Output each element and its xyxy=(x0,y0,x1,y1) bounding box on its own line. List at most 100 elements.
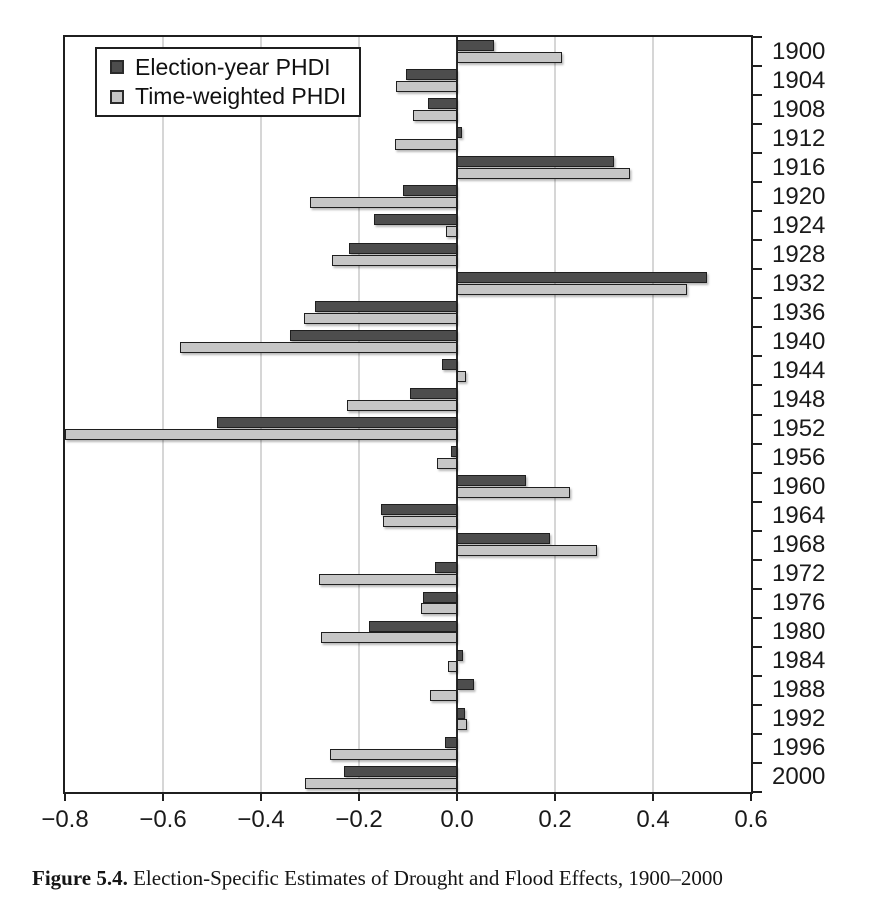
bar-time-weighted xyxy=(305,777,457,789)
bar-time-weighted xyxy=(395,80,457,92)
bar-time-weighted xyxy=(437,458,457,470)
legend-label: Election-year PHDI xyxy=(135,53,331,80)
year-label: 2000 xyxy=(772,763,826,791)
value-tick xyxy=(456,792,458,801)
year-label: 1908 xyxy=(772,95,826,123)
year-label: 1964 xyxy=(772,502,826,530)
year-label: 1956 xyxy=(772,444,826,472)
legend-label: Time-weighted PHDI xyxy=(135,83,347,110)
year-tick xyxy=(751,123,762,126)
bar-time-weighted xyxy=(65,429,457,441)
year-tick xyxy=(751,94,762,97)
bar-time-weighted xyxy=(331,254,457,266)
year-tick xyxy=(751,384,762,387)
value-tick-label: −0.2 xyxy=(335,806,383,833)
year-tick xyxy=(751,65,762,68)
bar-election-year xyxy=(349,243,457,255)
bar-election-year xyxy=(442,359,457,371)
value-tick xyxy=(64,792,66,801)
year-tick xyxy=(751,645,762,648)
gridline xyxy=(162,37,164,792)
year-label: 1984 xyxy=(772,647,826,675)
value-tick-label: 0.2 xyxy=(538,806,572,833)
year-label: 1900 xyxy=(772,37,826,65)
value-tick xyxy=(358,792,360,801)
legend-item-time-weighted: Time-weighted PHDI xyxy=(110,85,359,108)
year-tick xyxy=(751,297,762,300)
year-label: 1904 xyxy=(772,66,826,94)
year-tick xyxy=(751,268,762,271)
year-tick xyxy=(751,326,762,329)
year-tick xyxy=(751,761,762,764)
year-label: 1920 xyxy=(772,182,826,210)
year-label: 1924 xyxy=(772,211,826,239)
bar-election-year xyxy=(344,765,457,777)
year-tick xyxy=(751,732,762,735)
value-tick-label: 0.6 xyxy=(734,806,768,833)
year-tick xyxy=(751,471,762,474)
bar-election-year xyxy=(290,330,457,342)
bar-time-weighted xyxy=(321,632,457,644)
bar-time-weighted xyxy=(329,748,457,760)
bar-time-weighted xyxy=(394,138,457,150)
year-tick xyxy=(751,558,762,561)
caption-number: Figure 5.4. xyxy=(32,866,128,890)
year-tick xyxy=(751,616,762,619)
bar-election-year xyxy=(314,301,457,313)
year-label: 1932 xyxy=(772,269,826,297)
bar-election-year xyxy=(457,707,465,719)
bar-election-year xyxy=(422,591,457,603)
zero-axis-line xyxy=(456,37,458,792)
gridline xyxy=(652,37,654,792)
value-tick-label: −0.8 xyxy=(41,806,89,833)
year-tick xyxy=(751,703,762,706)
year-label: 1916 xyxy=(772,153,826,181)
bar-time-weighted xyxy=(303,312,457,324)
bar-election-year xyxy=(368,620,457,632)
year-tick xyxy=(751,791,762,793)
year-tick xyxy=(751,529,762,532)
year-tick xyxy=(751,239,762,242)
year-tick xyxy=(751,152,762,155)
bar-time-weighted xyxy=(457,283,688,295)
bar-time-weighted xyxy=(457,371,466,383)
year-label: 1944 xyxy=(772,356,826,384)
gridline xyxy=(358,37,360,792)
bar-time-weighted xyxy=(445,225,457,237)
bar-election-year xyxy=(457,39,494,51)
bar-election-year xyxy=(410,388,457,400)
year-label: 1912 xyxy=(772,124,826,152)
value-tick xyxy=(750,792,752,801)
bar-time-weighted xyxy=(457,545,597,557)
bar-time-weighted xyxy=(382,516,457,528)
year-label: 1972 xyxy=(772,560,826,588)
gridline xyxy=(554,37,556,792)
bar-time-weighted xyxy=(421,603,457,615)
bar-time-weighted xyxy=(457,51,563,63)
year-label: 1996 xyxy=(772,734,826,762)
bar-election-year xyxy=(457,678,475,690)
bar-election-year xyxy=(403,184,457,196)
election-year-swatch-icon xyxy=(110,60,124,75)
year-tick xyxy=(751,355,762,358)
bar-election-year xyxy=(457,475,526,487)
year-tick xyxy=(751,500,762,503)
bar-election-year xyxy=(457,155,614,167)
bar-time-weighted xyxy=(457,167,630,179)
legend-item-election-year: Election-year PHDI xyxy=(110,53,359,80)
bar-time-weighted xyxy=(429,690,457,702)
bar-election-year xyxy=(216,417,457,429)
bar-time-weighted xyxy=(412,109,457,121)
year-label: 1992 xyxy=(772,705,826,733)
bar-election-year xyxy=(457,272,707,284)
bar-time-weighted xyxy=(310,196,457,208)
bar-election-year xyxy=(457,126,462,138)
chart-plot-area xyxy=(63,35,762,801)
bar-election-year xyxy=(405,68,457,80)
year-tick xyxy=(751,210,762,213)
bar-time-weighted xyxy=(447,661,457,673)
year-label: 1948 xyxy=(772,385,826,413)
bar-time-weighted xyxy=(457,719,468,731)
year-label: 1952 xyxy=(772,415,826,443)
